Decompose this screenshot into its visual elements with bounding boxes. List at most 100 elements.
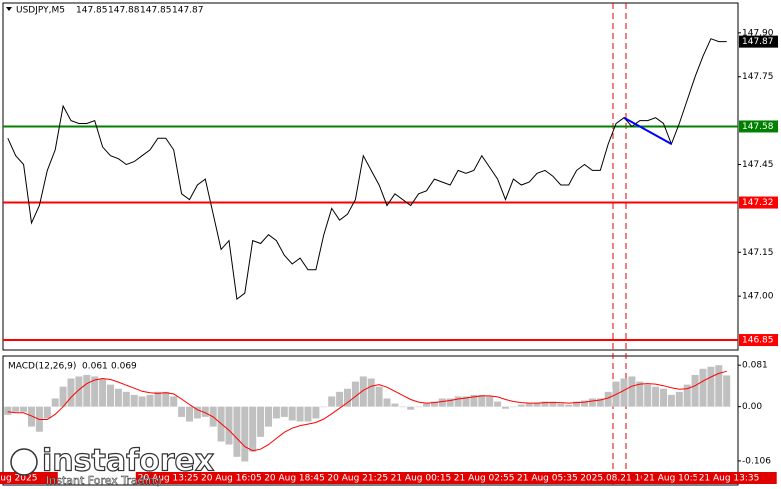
highlight-tag [0,472,58,484]
highlight-tag [199,472,279,484]
macd-bar [114,388,122,407]
macd-bar [541,401,549,407]
level-tag [739,196,778,209]
x-tick-label: 20 Aug 2025 [0,474,37,484]
x-tick-label: 21 Aug 02:55 [454,474,515,484]
macd-bar [502,406,509,409]
x-tick-label: 20 Aug 13:25 [138,474,199,484]
macd-bar [581,400,588,407]
x-tick-label: 20 Aug 16:05 [201,474,262,484]
macd-bar [399,406,407,408]
ohlc-high: 147.88 [108,6,140,16]
macd-bar [233,406,241,457]
price-panel [2,2,739,351]
macd-bar [359,376,367,407]
level-label: 147.32 [742,198,774,208]
macd-bar [67,378,75,407]
highlight-tag [262,472,343,484]
macd-bar [265,406,272,427]
macd-bar [280,406,288,417]
macd-bar [225,406,233,445]
macd-bar [675,391,683,407]
macd-bar [20,406,28,412]
macd-bar [186,406,193,422]
macd-bar [344,388,351,407]
macd-bar [59,386,67,407]
macd-bar [51,398,59,407]
macd-bar [154,391,162,407]
macd-bar [407,406,415,410]
x-tick-label: 21 Aug 10:55 [643,474,704,484]
macd-bar [178,406,186,417]
macd-bar [320,406,328,408]
y-tick-label: 147.75 [742,72,774,82]
macd-bar [454,396,462,407]
signal-line [7,370,727,452]
highlight-tag [325,472,406,484]
x-tick-label: 20 Aug 18:45 [264,474,325,484]
macd-bar [367,378,375,407]
last-price-label: 147.87 [742,37,774,47]
ohlc-close: 147.87 [172,6,204,16]
x-tick-label: 21 Aug 00:15 [391,474,452,484]
macd-bar [130,394,138,407]
y-tick-label: -0.106 [742,456,771,466]
macd-value: 0.061 [82,362,108,372]
macd-bar [312,406,320,419]
macd-bar [122,391,130,407]
macd-bar [162,391,170,407]
macd-bar [375,386,383,407]
macd-bar [494,401,502,407]
macd-bar [517,404,525,407]
macd-bar [91,376,99,407]
macd-bar [604,391,612,407]
x-tick-label: 21 Aug 13:35 [699,474,760,484]
macd-bar [652,386,660,407]
macd-bar [596,398,604,407]
macd-bar [201,406,209,417]
watermark-logo [10,448,38,476]
macd-bar [351,381,359,407]
macd-bar [565,404,573,407]
macd-bar [620,378,628,407]
macd-bar [288,406,296,421]
level-tag [739,120,778,133]
macd-bar [525,403,533,407]
watermark-slogan: Instant Forex Trading [46,474,162,487]
price-line [7,38,727,301]
macd-bar [193,406,201,419]
macd-bar [470,394,478,407]
watermark: instaforex Instant Forex Trading [10,443,215,487]
macd-bar [99,378,107,407]
highlight-tag [578,472,659,484]
highlight-tag [388,472,469,484]
symbol-title: USDJPY,M5 [16,6,65,16]
macd-bar [533,402,541,407]
macd-bar [691,374,699,407]
macd-bar [257,406,265,437]
macd-bar [573,401,581,407]
macd-bar [446,398,454,407]
macd-bar [667,394,675,407]
level-label: 146.85 [742,336,774,346]
x-tick-label: 21 Aug 05:35 [517,474,578,484]
macd-bar [383,398,391,407]
macd-bar [462,396,470,407]
highlight-tag [515,472,595,484]
ohlc-open: 147.85 [76,6,108,16]
macd-bar [557,403,565,407]
macd-bar [486,396,494,407]
macd-bar [4,406,12,415]
macd-bar [296,406,304,422]
macd-bar [83,374,91,407]
macd-panel [2,355,739,486]
y-tick-label: 147.00 [742,292,774,302]
x-tick-label: 20 Aug 21:25 [327,474,388,484]
macd-bar [509,406,517,408]
macd-bar [28,406,35,427]
macd-bar [644,384,652,407]
macd-bar [336,391,344,407]
signal-value: 0.069 [111,362,137,372]
macd-bar [636,381,644,407]
